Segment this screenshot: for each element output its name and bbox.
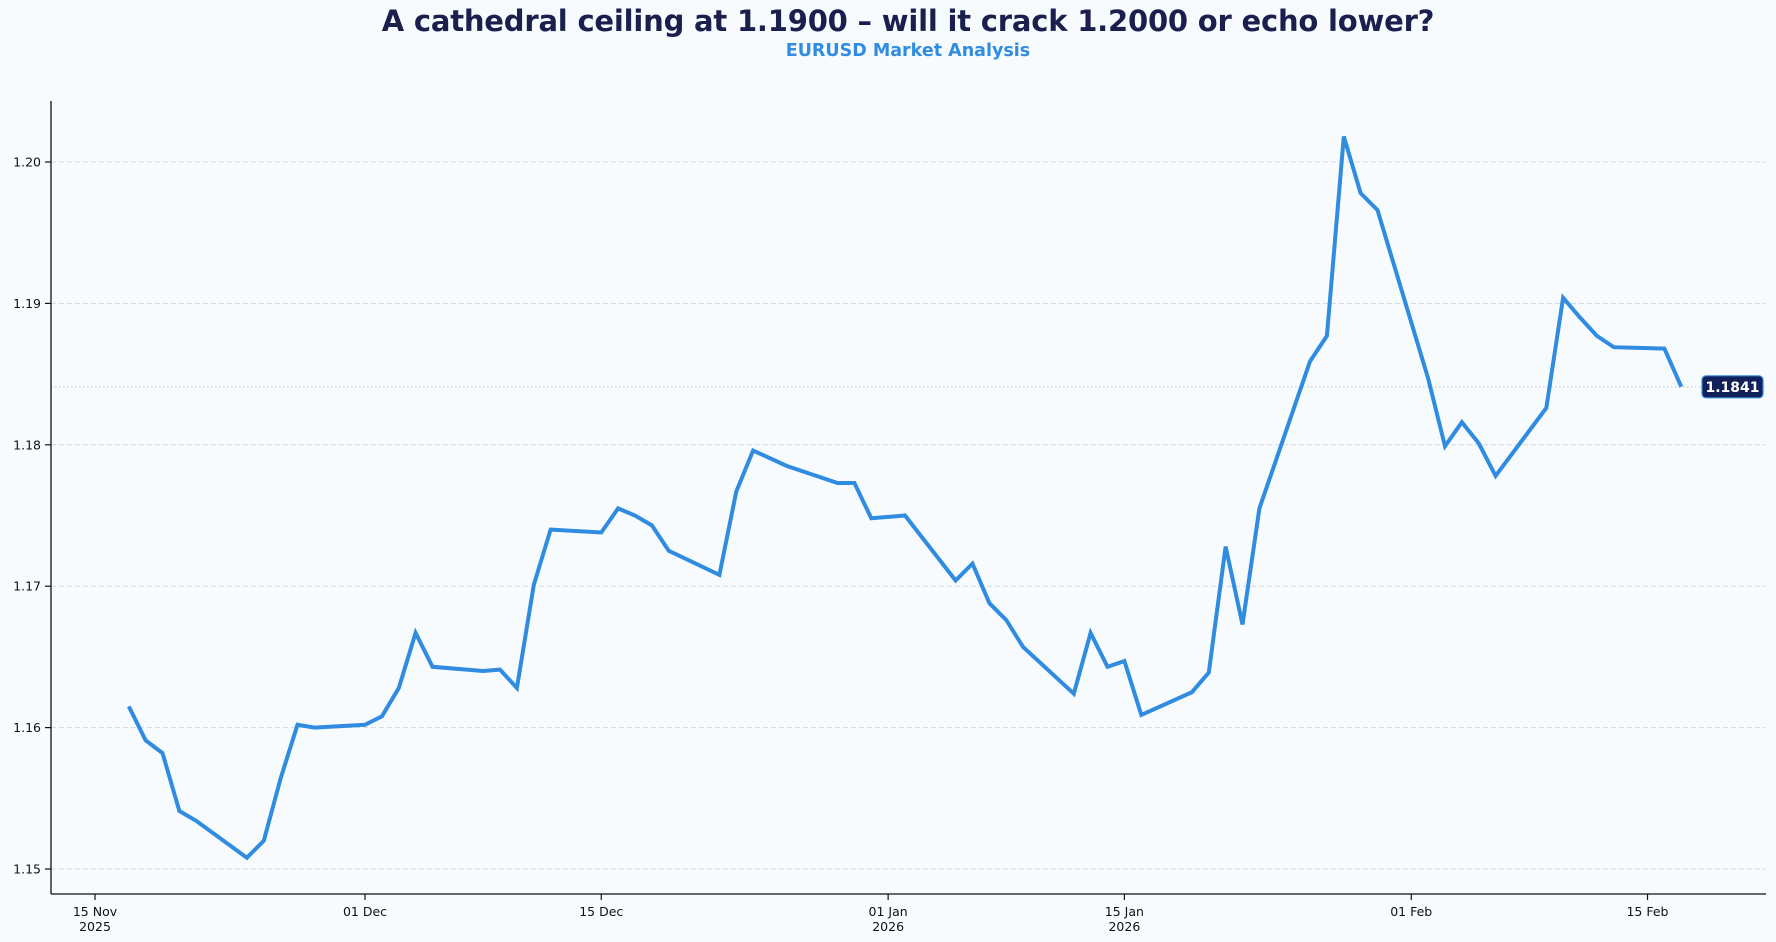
x-tick-label: 01 Feb [1390,904,1432,919]
chart-title: A cathedral ceiling at 1.1900 – will it … [381,4,1435,38]
x-tick-label: 15 Feb [1626,904,1668,919]
last-price-badge: 1.1841 [1701,375,1764,399]
x-tick-label: 15 Dec [579,904,623,919]
x-tick-label: 15 Nov [73,904,118,919]
x-tick-label: 15 Jan [1105,904,1144,919]
x-tick-label: 2025 [79,919,111,934]
y-tick-label: 1.15 [13,862,41,877]
y-axis: 1.15 1.16 1.17 1.18 1.19 1.20 [13,101,52,894]
chart-subtitle: EURUSD Market Analysis [785,41,1031,61]
y-tick-label: 1.16 [13,720,41,735]
y-tick-label: 1.17 [13,579,41,594]
badge-background [1701,375,1764,399]
y-tick-label: 1.18 [13,437,41,452]
y-tick-label: 1.19 [13,296,41,311]
x-tick-label: 2026 [1108,919,1140,934]
y-gridlines [51,161,1766,870]
badge-label: 1.1841 [1705,380,1759,396]
x-tick-label: 2026 [872,919,904,934]
eurusd-price-line [127,135,1684,861]
y-tick-label: 1.20 [13,155,41,170]
x-tick-label: 01 Jan [869,904,908,919]
x-tick-label: 01 Dec [343,904,387,919]
